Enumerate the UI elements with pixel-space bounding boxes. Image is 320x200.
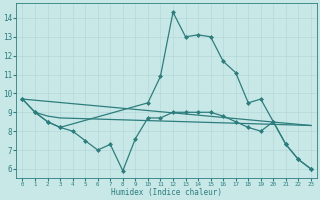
- X-axis label: Humidex (Indice chaleur): Humidex (Indice chaleur): [111, 188, 222, 197]
